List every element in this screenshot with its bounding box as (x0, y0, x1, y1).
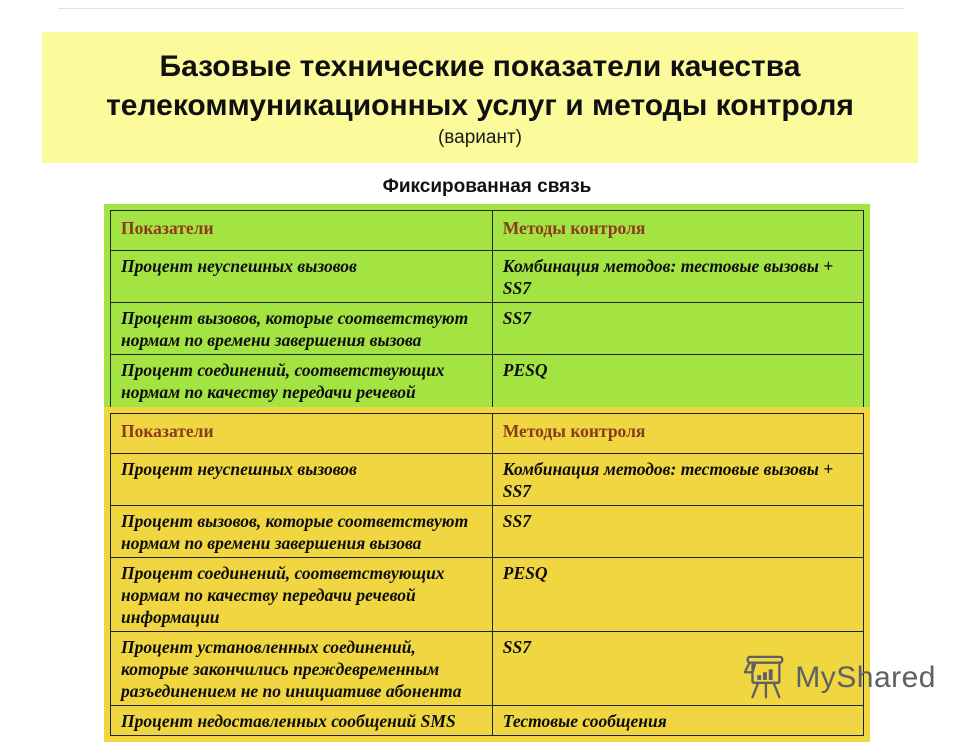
table-header-row: Показатели Методы контроля (110, 210, 865, 251)
table-row: Процент вызовов, которые соответствуют н… (110, 505, 865, 558)
presentation-easel-icon (740, 652, 788, 704)
column-header-methods: Методы контроля (491, 210, 865, 251)
myshared-logo-text: MyShared (795, 661, 936, 694)
cell-method: Комбинация методов: тестовые вызовы + SS… (491, 453, 865, 506)
cell-indicator: Процент вызовов, которые соответствуют н… (110, 505, 493, 558)
cell-method: Тестовые сообщения (491, 705, 865, 736)
table-row: Процент установленных соединений, которы… (110, 631, 865, 706)
cell-indicator: Процент недоставленных сообщений SMS (110, 705, 493, 736)
cell-method: SS7 (491, 505, 865, 558)
cell-method: SS7 (491, 302, 865, 355)
mobile-telephony-table: Показатели Методы контроля Процент неусп… (104, 407, 870, 742)
slide-top-edge (58, 8, 904, 9)
column-header-methods: Методы контроля (491, 413, 865, 454)
cell-indicator: Процент неуспешных вызовов (110, 250, 493, 303)
cell-indicator: Процент неуспешных вызовов (110, 453, 493, 506)
fixed-telephony-table: Показатели Методы контроля Процент неусп… (104, 204, 870, 435)
slide-title-line-1: Базовые технические показатели качества (159, 50, 801, 83)
section-heading-fixed-telephony: Фиксированная связь (382, 176, 592, 197)
slide-title-block: Базовые технические показатели качества … (42, 32, 918, 163)
table-row: Процент недоставленных сообщений SMS Тес… (110, 705, 865, 736)
cell-indicator: Процент установленных соединений, которы… (110, 631, 493, 706)
cell-method: Комбинация методов: тестовые вызовы + SS… (491, 250, 865, 303)
column-header-indicators: Показатели (110, 210, 493, 251)
cell-method: SS7 (491, 631, 865, 706)
table-row: Процент вызовов, которые соответствуют н… (110, 302, 865, 355)
table-header-row: Показатели Методы контроля (110, 413, 865, 454)
slide-subtitle: (вариант) (437, 127, 523, 148)
slide-title-line-2: телекоммуникационных услуг и методы конт… (106, 89, 854, 122)
cell-indicator: Процент вызовов, которые соответствуют н… (110, 302, 493, 355)
column-header-indicators: Показатели (110, 413, 493, 454)
table-row: Процент неуспешных вызовов Комбинация ме… (110, 453, 865, 506)
table-row: Процент неуспешных вызовов Комбинация ме… (110, 250, 865, 303)
cell-method: PESQ (491, 557, 865, 632)
myshared-watermark: MyShared (740, 652, 936, 704)
table-row: Процент соединений, соответствующих норм… (110, 557, 865, 632)
cell-indicator: Процент соединений, соответствующих норм… (110, 557, 493, 632)
